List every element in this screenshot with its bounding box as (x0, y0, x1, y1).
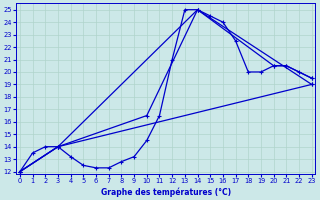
X-axis label: Graphe des températures (°C): Graphe des températures (°C) (101, 187, 231, 197)
